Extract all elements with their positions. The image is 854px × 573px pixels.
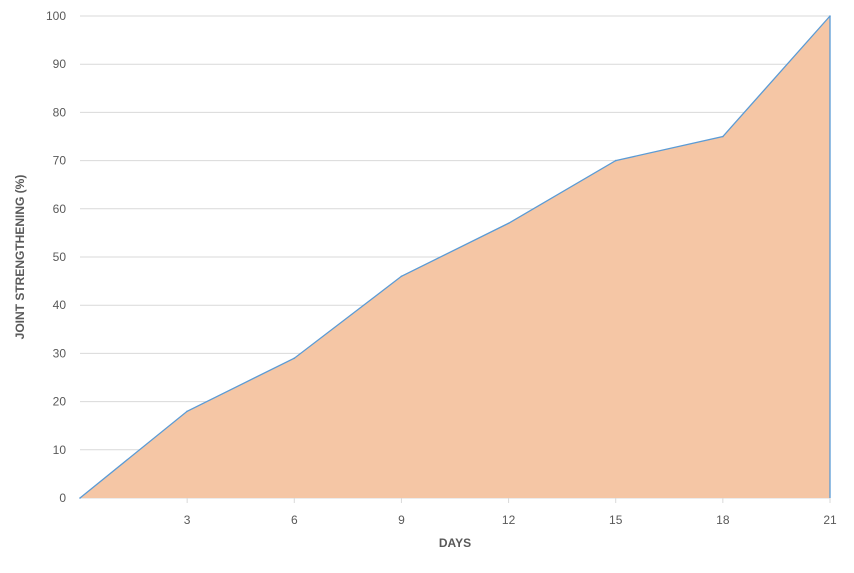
y-tick-label: 50 [53,250,67,264]
area-fill [80,16,830,498]
data-point [186,410,188,413]
x-tick-label: 15 [609,513,623,527]
y-tick-label: 70 [53,154,67,168]
data-point [507,222,510,225]
y-tick-label: 60 [53,202,67,216]
x-axis-label: DAYS [439,536,471,550]
y-axis-label: JOINT STRENGTHENING (%) [13,175,27,340]
x-tick-label: 6 [291,513,298,527]
y-tick-label: 90 [53,57,67,71]
y-axis-ticks: 0 10 20 30 40 50 60 70 80 90 100 [46,9,66,505]
data-point [829,15,831,17]
series [79,15,831,499]
y-tick-label: 30 [53,346,67,360]
y-tick-label: 100 [46,9,66,23]
x-tick-label: 9 [398,513,405,527]
series-line [79,15,831,499]
x-tick-label: 21 [823,513,837,527]
data-point [79,497,81,499]
x-tick-label: 18 [716,513,730,527]
data-point [400,275,403,278]
y-tick-label: 80 [53,105,67,119]
data-point [614,159,617,162]
y-tick-label: 10 [53,443,67,457]
x-axis-ticks: 3 6 9 12 15 18 21 [80,497,837,527]
x-tick-label: 12 [502,513,516,527]
data-point [293,357,296,360]
y-tick-label: 0 [59,491,66,505]
y-tick-label: 40 [53,298,67,312]
y-tick-label: 20 [53,395,67,409]
data-point [722,135,724,138]
x-tick-label: 3 [184,513,191,527]
